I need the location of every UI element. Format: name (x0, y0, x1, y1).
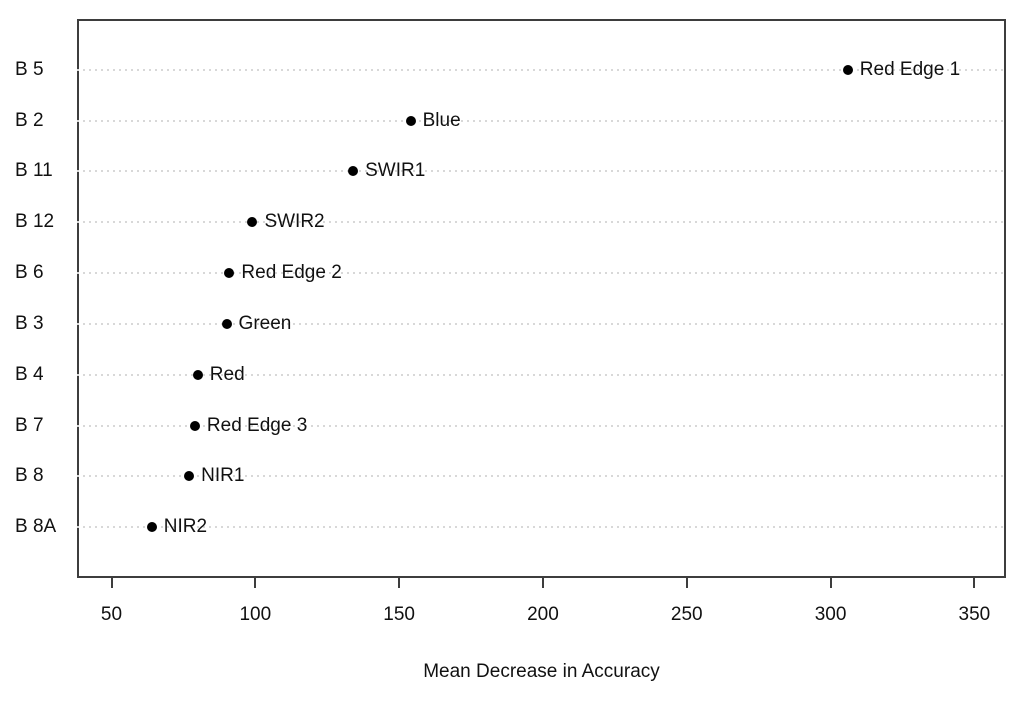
data-point (146, 522, 157, 533)
x-tick-label: 250 (670, 604, 703, 625)
data-point (192, 369, 203, 380)
data-point (221, 318, 232, 329)
x-axis-title: Mean Decrease in Accuracy (423, 661, 660, 682)
x-tick-mark (829, 578, 832, 588)
gridline (77, 373, 1006, 376)
y-axis-label: B 8 (15, 465, 44, 487)
x-tick-label: 50 (100, 604, 123, 625)
data-point-label: SWIR1 (365, 160, 426, 182)
y-axis-label: B 2 (15, 109, 44, 131)
data-point (348, 166, 359, 177)
x-tick-label: 100 (239, 604, 272, 625)
data-point (224, 268, 235, 279)
gridline (77, 221, 1006, 224)
y-axis-label: B 12 (15, 211, 55, 233)
y-axis-label: B 11 (15, 160, 53, 182)
y-axis-label: B 6 (15, 262, 44, 284)
x-tick-mark (541, 578, 544, 588)
data-point-label: Red Edge 1 (859, 58, 961, 80)
data-point (184, 471, 195, 482)
data-point-label: Blue (422, 109, 461, 131)
data-point-label: Red (209, 363, 245, 385)
x-tick-label: 150 (383, 604, 415, 625)
gridline (77, 272, 1006, 275)
data-point (842, 64, 853, 75)
x-tick-label: 350 (958, 604, 991, 625)
data-point-label: NIR2 (163, 516, 208, 538)
y-axis-label: B 7 (15, 414, 44, 436)
x-tick-label: 200 (527, 604, 559, 625)
gridline (77, 424, 1006, 427)
data-point-label: SWIR2 (264, 211, 325, 233)
x-tick-mark (254, 578, 257, 588)
gridline (77, 68, 1006, 71)
gridline (77, 526, 1006, 529)
data-point-label: Green (238, 312, 292, 334)
y-axis-label: B 5 (15, 58, 44, 80)
data-point-label: Red Edge 2 (241, 262, 342, 284)
gridline (77, 475, 1006, 478)
plot-area (77, 19, 1006, 578)
y-axis-label: B 4 (15, 363, 44, 385)
data-point (247, 217, 258, 228)
data-point-label: NIR1 (201, 465, 245, 487)
x-tick-mark (685, 578, 688, 588)
gridline (77, 170, 1006, 173)
data-point-label: Red Edge 3 (206, 414, 308, 436)
x-tick-label: 300 (814, 604, 847, 625)
y-axis-label: B 3 (15, 312, 44, 334)
x-tick-mark (110, 578, 113, 588)
y-axis-label: B 8A (15, 516, 57, 538)
data-point (405, 115, 416, 126)
data-point (189, 420, 200, 431)
gridline (77, 119, 1006, 122)
x-tick-mark (398, 578, 401, 588)
gridline (77, 322, 1006, 325)
x-tick-mark (973, 578, 976, 588)
